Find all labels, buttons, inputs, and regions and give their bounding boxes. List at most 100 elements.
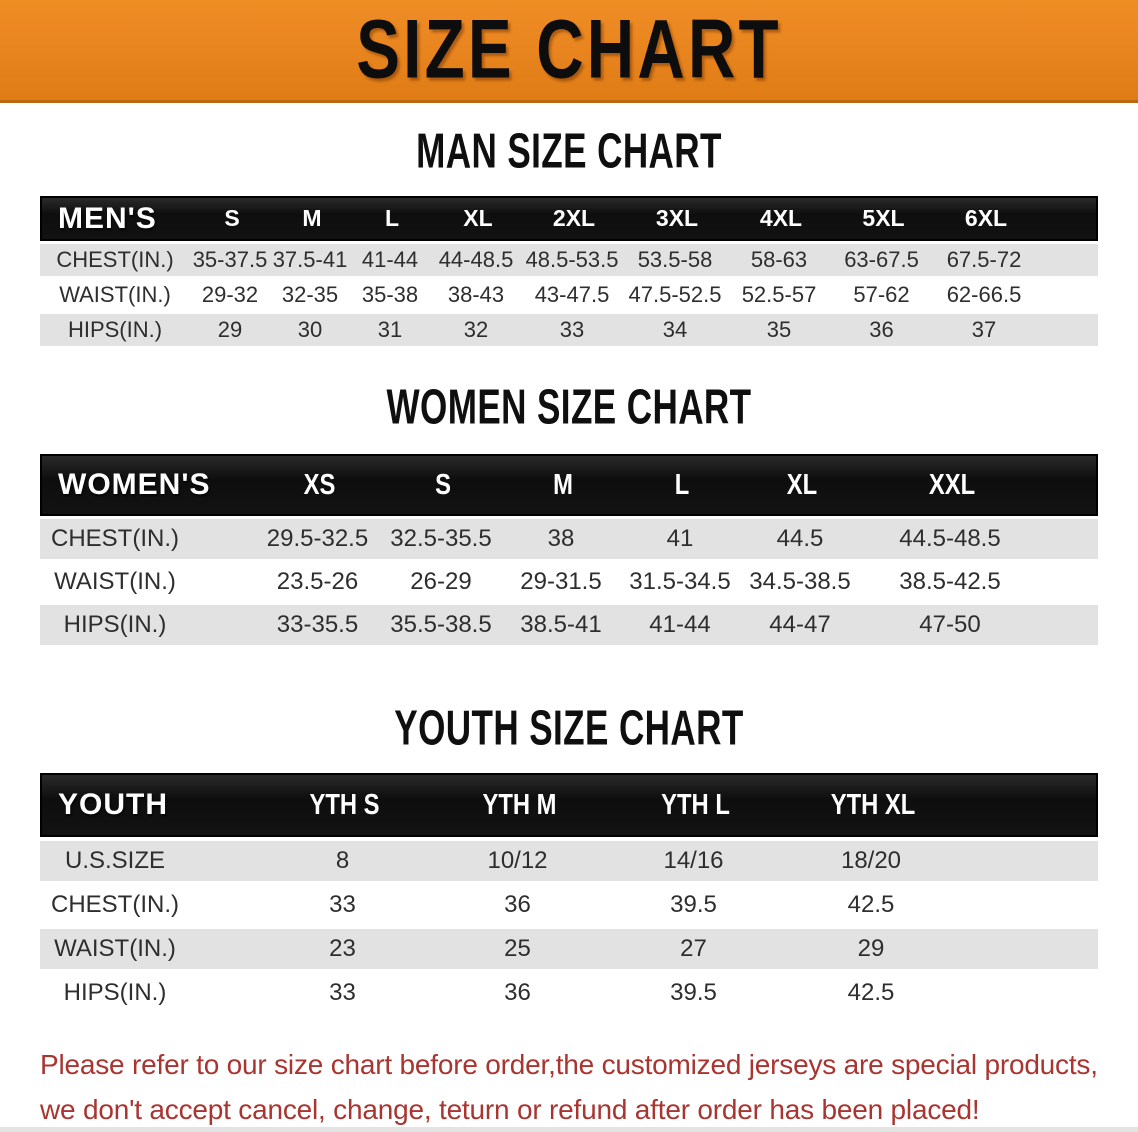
- youth-hips-row: HIPS(IN.) 33 36 39.5 42.5: [40, 973, 1098, 1013]
- youth-ussize-row: U.S.SIZE 8 10/12 14/16 18/20: [40, 841, 1098, 881]
- table-cell: 48.5-53.5: [525, 247, 619, 272]
- table-cell: 44-47: [769, 611, 831, 638]
- men-column-header: S: [224, 205, 240, 231]
- table-cell: 31: [377, 317, 403, 342]
- men-chest-row: CHEST(IN.) 35-37.5 37.5-41 41-44 44-48.5…: [40, 244, 1098, 276]
- table-cell: 30: [297, 317, 323, 342]
- table-cell: 53.5-58: [637, 247, 713, 272]
- table-cell: 36: [504, 979, 531, 1006]
- table-cell: 35-38: [361, 282, 419, 307]
- banner: SIZE CHART: [0, 0, 1138, 103]
- bottom-strip: [0, 1127, 1138, 1132]
- table-cell: 26-29: [410, 568, 472, 595]
- youth-size-table: YOUTH YTH S YTH M YTH L YTH XL U.S.SIZE …: [40, 773, 1098, 1013]
- table-cell: 10/12: [487, 847, 548, 874]
- table-cell: 8: [335, 847, 350, 874]
- men-hips-row: HIPS(IN.) 29 30 31 32 33 34 35 36 37: [40, 314, 1098, 346]
- youth-column-header: YTH S: [309, 788, 380, 821]
- row-label: U.S.SIZE: [64, 847, 166, 874]
- youth-section: YOUTH SIZE CHART YOUTH YTH S YTH M YTH L…: [0, 699, 1138, 1013]
- youth-column-header: YTH XL: [830, 788, 916, 821]
- table-cell: 38.5-42.5: [899, 568, 1001, 595]
- women-section: WOMEN SIZE CHART WOMEN'S XS S M L XL XXL…: [0, 378, 1138, 645]
- table-cell: 27: [680, 935, 707, 962]
- table-cell: 39.5: [670, 979, 717, 1006]
- table-cell: 35: [766, 317, 792, 342]
- women-column-header: S: [435, 468, 451, 501]
- table-cell: 44.5: [776, 525, 824, 552]
- men-column-header: XL: [463, 205, 493, 231]
- table-cell: 41: [666, 525, 694, 552]
- men-section-heading: MAN SIZE CHART: [0, 122, 1138, 179]
- table-cell: 41-44: [649, 611, 711, 638]
- table-cell: 35.5-38.5: [390, 611, 492, 638]
- table-cell: 47-50: [919, 611, 981, 638]
- women-hips-row: HIPS(IN.) 33-35.5 35.5-38.5 38.5-41 41-4…: [40, 605, 1098, 645]
- women-table-header-row: WOMEN'S XS S M L XL XXL: [40, 454, 1098, 516]
- youth-table-header-row: YOUTH YTH S YTH M YTH L YTH XL: [40, 773, 1098, 837]
- youth-column-header: YTH M: [482, 788, 557, 821]
- table-cell: 34: [662, 317, 688, 342]
- men-column-header: M: [302, 205, 322, 231]
- men-corner-label: MEN'S: [58, 201, 157, 235]
- table-cell: 41-44: [361, 247, 419, 272]
- men-table-header-row: MEN'S S M L XL 2XL 3XL 4XL 5XL 6XL: [40, 196, 1098, 241]
- row-label: HIPS(IN.): [63, 611, 167, 638]
- women-column-header: M: [553, 468, 573, 501]
- table-cell: 38-43: [447, 282, 505, 307]
- table-cell: 33: [329, 979, 356, 1006]
- row-label: WAIST(IN.): [54, 568, 176, 595]
- table-cell: 52.5-57: [741, 282, 817, 307]
- table-cell: 33: [329, 891, 356, 918]
- men-column-header: 4XL: [759, 205, 803, 231]
- table-cell: 47.5-52.5: [628, 282, 722, 307]
- table-cell: 35-37.5: [192, 247, 268, 272]
- table-cell: 25: [504, 935, 531, 962]
- banner-title: SIZE CHART: [356, 3, 782, 96]
- table-cell: 29-32: [201, 282, 259, 307]
- youth-section-heading: YOUTH SIZE CHART: [0, 699, 1138, 756]
- men-column-header: 5XL: [862, 205, 905, 231]
- table-cell: 29: [857, 935, 885, 962]
- table-cell: 62-66.5: [946, 282, 1022, 307]
- table-cell: 36: [869, 317, 894, 342]
- order-policy-note: Please refer to our size chart before or…: [40, 1042, 1138, 1132]
- women-waist-row: WAIST(IN.) 23.5-26 26-29 29-31.5 31.5-34…: [40, 562, 1098, 602]
- order-policy-note-line1: Please refer to our size chart before or…: [40, 1049, 1098, 1080]
- table-cell: 44-48.5: [438, 247, 514, 272]
- table-cell: 43-47.5: [534, 282, 610, 307]
- table-cell: 29: [217, 317, 243, 342]
- row-label: CHEST(IN.): [51, 891, 179, 918]
- table-cell: 38.5-41: [520, 611, 602, 638]
- order-policy-note-line2: we don't accept cancel, change, teturn o…: [40, 1094, 980, 1125]
- men-size-table: MEN'S S M L XL 2XL 3XL 4XL 5XL 6XL CHEST…: [40, 196, 1098, 346]
- men-column-header: 3XL: [655, 205, 699, 231]
- table-cell: 23: [329, 935, 356, 962]
- women-column-header: L: [674, 468, 690, 501]
- men-column-header: 6XL: [964, 205, 1008, 231]
- table-cell: 37.5-41: [272, 247, 348, 272]
- youth-waist-row: WAIST(IN.) 23 25 27 29: [40, 929, 1098, 969]
- table-cell: 29.5-32.5: [266, 525, 369, 552]
- table-cell: 63-67.5: [844, 247, 919, 272]
- women-column-header: XL: [786, 468, 818, 501]
- women-section-heading-text: WOMEN SIZE CHART: [386, 378, 752, 435]
- table-cell: 33: [559, 317, 585, 342]
- youth-section-heading-text: YOUTH SIZE CHART: [394, 699, 744, 756]
- table-cell: 34.5-38.5: [749, 568, 851, 595]
- table-cell: 14/16: [663, 847, 724, 874]
- table-cell: 67.5-72: [946, 247, 1022, 272]
- table-cell: 18/20: [840, 847, 902, 874]
- women-corner-label: WOMEN'S: [58, 468, 211, 501]
- table-cell: 42.5: [847, 979, 895, 1006]
- table-cell: 38: [547, 525, 575, 552]
- women-column-header: XS: [303, 468, 336, 501]
- table-cell: 57-62: [853, 282, 910, 307]
- table-cell: 42.5: [847, 891, 895, 918]
- table-cell: 58-63: [750, 247, 808, 272]
- table-cell: 32-35: [281, 282, 339, 307]
- table-cell: 44.5-48.5: [899, 525, 1001, 552]
- men-section: MAN SIZE CHART MEN'S S M L XL 2XL 3XL 4X…: [0, 122, 1138, 346]
- men-section-heading-text: MAN SIZE CHART: [416, 122, 722, 179]
